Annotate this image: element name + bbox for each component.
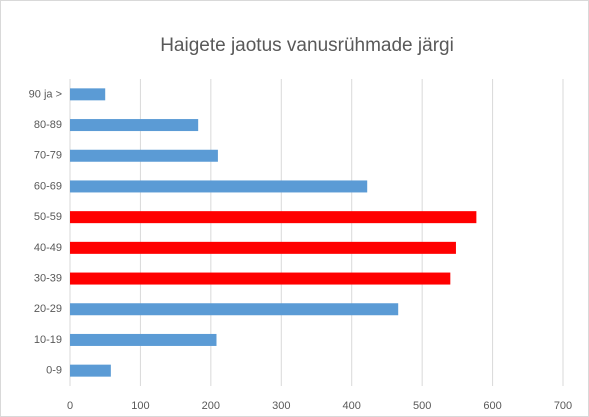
x-tick-label: 100	[131, 400, 149, 412]
x-tick-label: 200	[202, 400, 220, 412]
y-tick-label: 20-29	[34, 303, 62, 315]
bar	[70, 333, 217, 346]
bar	[70, 272, 451, 285]
bar	[70, 303, 399, 316]
x-tick-label: 500	[413, 400, 431, 412]
x-tick-label: 400	[343, 400, 361, 412]
y-tick-label: 60-69	[34, 180, 62, 192]
y-tick-label: 30-39	[34, 272, 62, 284]
y-tick-label: 90 ja >	[29, 88, 62, 100]
bar	[70, 180, 368, 193]
bar	[70, 211, 477, 224]
bar	[70, 88, 106, 101]
y-tick-label: 70-79	[34, 150, 62, 162]
y-tick-label: 10-19	[34, 334, 62, 346]
chart-title: Haigete jaotus vanusrühmade järgi	[160, 35, 454, 56]
bar	[70, 149, 218, 162]
x-tick-label: 0	[67, 400, 73, 412]
x-tick-label: 300	[272, 400, 290, 412]
bar	[70, 241, 456, 254]
x-tick-label: 700	[554, 400, 572, 412]
x-tick-label: 600	[483, 400, 501, 412]
bar	[70, 364, 111, 377]
y-tick-label: 80-89	[34, 119, 62, 131]
bar	[70, 119, 199, 132]
y-tick-label: 40-49	[34, 242, 62, 254]
y-tick-label: 0-9	[46, 365, 62, 377]
y-tick-label: 50-59	[34, 211, 62, 223]
